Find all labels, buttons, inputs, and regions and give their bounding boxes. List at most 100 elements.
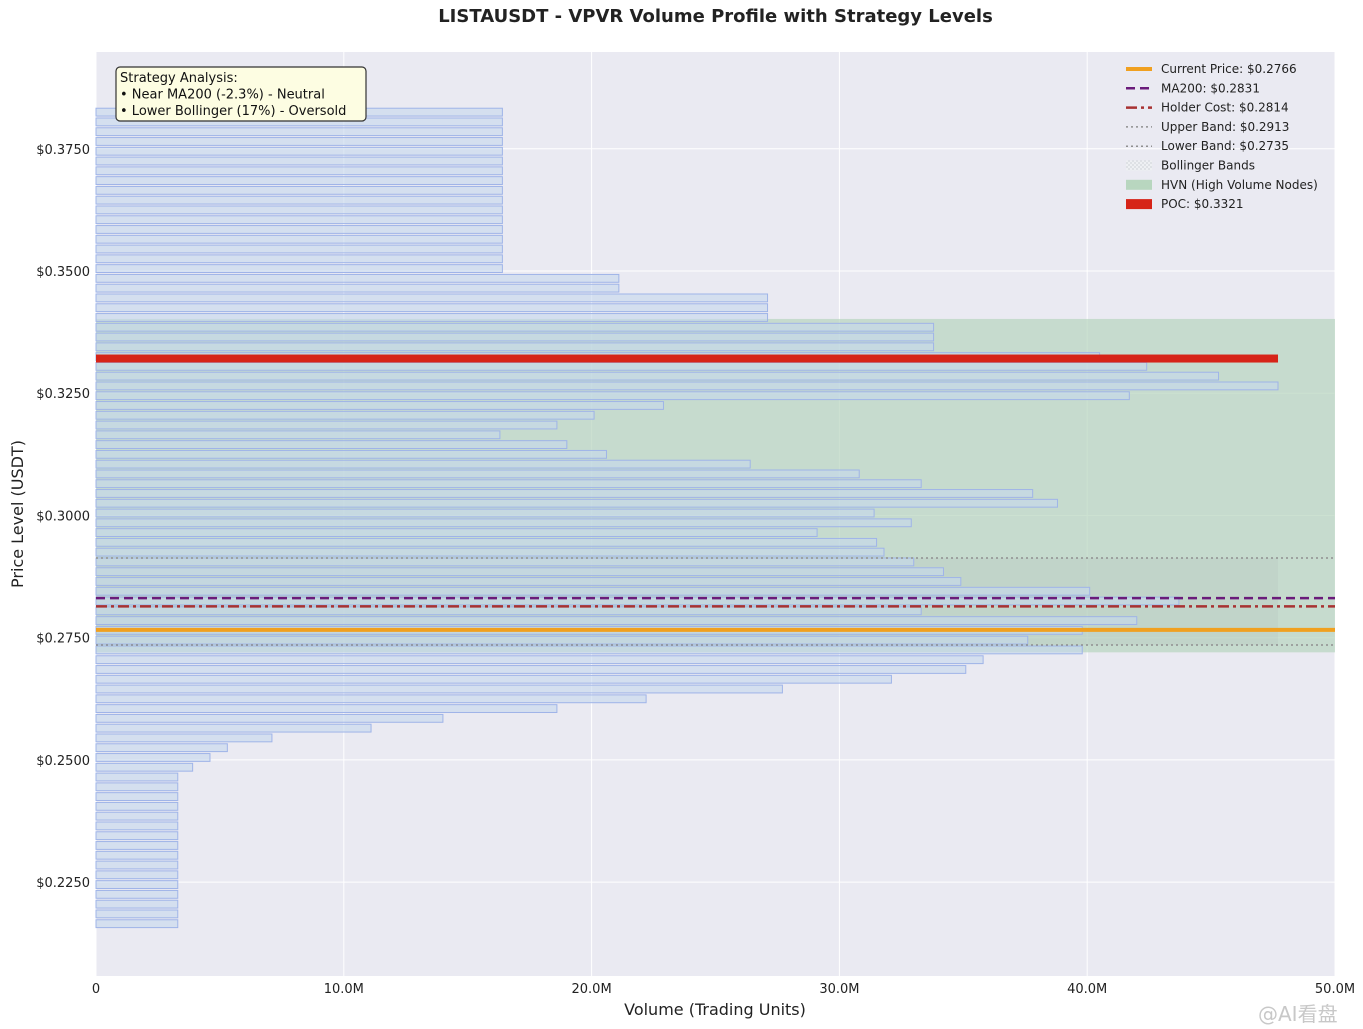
volume-bar xyxy=(95,753,211,762)
volume-bar xyxy=(95,146,503,156)
volume-bar xyxy=(95,704,558,713)
volume-bar xyxy=(95,215,503,225)
y-tick-label: $0.2750 xyxy=(36,632,90,647)
y-tick-label: $0.2500 xyxy=(36,754,90,769)
volume-bar xyxy=(95,185,503,195)
annotation-line: • Near MA200 (-2.3%) - Neutral xyxy=(120,88,325,103)
volume-bar xyxy=(95,518,912,528)
volume-bar xyxy=(95,606,922,616)
volume-bar xyxy=(95,733,273,743)
volume-bar xyxy=(95,449,607,459)
volume-bar xyxy=(95,909,179,919)
volume-bar xyxy=(95,577,962,586)
volume-bar xyxy=(95,244,503,254)
legend: Current Price: $0.2766 MA200: $0.2831 Hold… xyxy=(1126,62,1318,211)
volume-bar xyxy=(95,899,179,909)
volume-bar xyxy=(95,322,935,332)
volume-bar xyxy=(95,195,503,205)
volume-bar xyxy=(95,430,501,440)
volume-bar xyxy=(95,303,769,313)
volume-bar xyxy=(95,313,769,322)
volume-bar xyxy=(95,586,1091,596)
volume-bar xyxy=(95,391,1130,401)
volume-bar xyxy=(95,176,503,185)
volume-bar xyxy=(95,381,1279,391)
volume-bar xyxy=(95,332,935,342)
volume-bar xyxy=(95,420,558,430)
volume-bar xyxy=(95,361,1148,371)
volume-bar xyxy=(95,665,967,674)
legend-label: Holder Cost: $0.2814 xyxy=(1161,101,1289,115)
volume-bar xyxy=(95,635,1029,645)
y-axis-label: Price Level (USDT) xyxy=(8,440,27,588)
volume-bar xyxy=(95,166,503,176)
volume-bar xyxy=(95,283,620,293)
volume-bar xyxy=(95,537,878,547)
volume-bar xyxy=(95,684,783,694)
volume-bar xyxy=(95,508,875,518)
volume-bar xyxy=(95,919,179,929)
x-tick-label: 0 xyxy=(92,982,100,997)
volume-bar xyxy=(95,850,179,860)
watermark: @AI看盘 xyxy=(1258,1002,1338,1026)
volume-bar xyxy=(95,801,179,811)
y-tick-label: $0.3750 xyxy=(36,143,90,158)
volume-bar xyxy=(95,674,892,684)
volume-bar xyxy=(95,841,179,850)
legend-label: Upper Band: $0.2913 xyxy=(1161,120,1289,134)
volume-bar xyxy=(95,557,915,567)
annotation-line: • Lower Bollinger (17%) - Oversold xyxy=(120,104,346,119)
legend-label: Lower Band: $0.2735 xyxy=(1161,139,1289,153)
volume-bar xyxy=(95,440,568,449)
volume-bar xyxy=(95,401,664,410)
volume-bar xyxy=(95,254,503,264)
legend-swatch xyxy=(1126,160,1152,171)
volume-bar xyxy=(95,137,503,146)
volume-bar xyxy=(95,342,935,352)
volume-bar xyxy=(95,234,503,244)
volume-bar xyxy=(95,156,503,166)
volume-bar xyxy=(95,479,922,489)
volume-bar xyxy=(95,743,228,753)
volume-bar xyxy=(95,792,179,801)
volume-bar xyxy=(95,498,1058,508)
volume-bar xyxy=(95,811,179,821)
poc-line xyxy=(96,354,1279,363)
volume-bar xyxy=(95,264,503,273)
volume-bar xyxy=(95,870,179,880)
y-tick-label: $0.3250 xyxy=(36,387,90,402)
volume-bar xyxy=(95,694,647,704)
legend-label: Bollinger Bands xyxy=(1161,159,1255,173)
legend-label: MA200: $0.2831 xyxy=(1161,81,1260,95)
legend-label: Current Price: $0.2766 xyxy=(1161,62,1297,76)
axis-ticks: 0 10.0M 20.0M 30.0M 40.0M 50.0M $0.2250 $0.2500… xyxy=(36,143,1355,997)
volume-bar xyxy=(95,596,1180,606)
volume-bar xyxy=(95,713,444,723)
volume-bar xyxy=(95,655,984,665)
volume-bar xyxy=(95,821,179,831)
volume-bar xyxy=(95,645,1083,655)
y-tick-label: $0.3500 xyxy=(36,265,90,280)
volume-bar xyxy=(95,371,1220,381)
volume-bar xyxy=(95,225,503,234)
volume-bar xyxy=(95,459,751,469)
y-tick-label: $0.2250 xyxy=(36,876,90,891)
y-tick-label: $0.3000 xyxy=(36,509,90,524)
strategy-lines xyxy=(96,354,1335,646)
x-tick-label: 40.0M xyxy=(1067,982,1107,997)
volume-bar xyxy=(95,273,620,283)
x-axis-label: Volume (Trading Units) xyxy=(624,1000,806,1019)
volume-bar xyxy=(95,127,503,137)
volume-bar xyxy=(95,567,944,577)
volume-bar xyxy=(95,205,503,215)
volume-bar xyxy=(95,469,860,479)
x-tick-label: 30.0M xyxy=(819,982,859,997)
x-tick-label: 10.0M xyxy=(324,982,364,997)
volume-bar xyxy=(95,782,179,792)
volume-bar xyxy=(95,489,1034,498)
volume-bar xyxy=(95,528,818,537)
volume-bar xyxy=(95,860,179,870)
volume-bar xyxy=(95,889,179,899)
legend-label: HVN (High Volume Nodes) xyxy=(1161,178,1318,192)
